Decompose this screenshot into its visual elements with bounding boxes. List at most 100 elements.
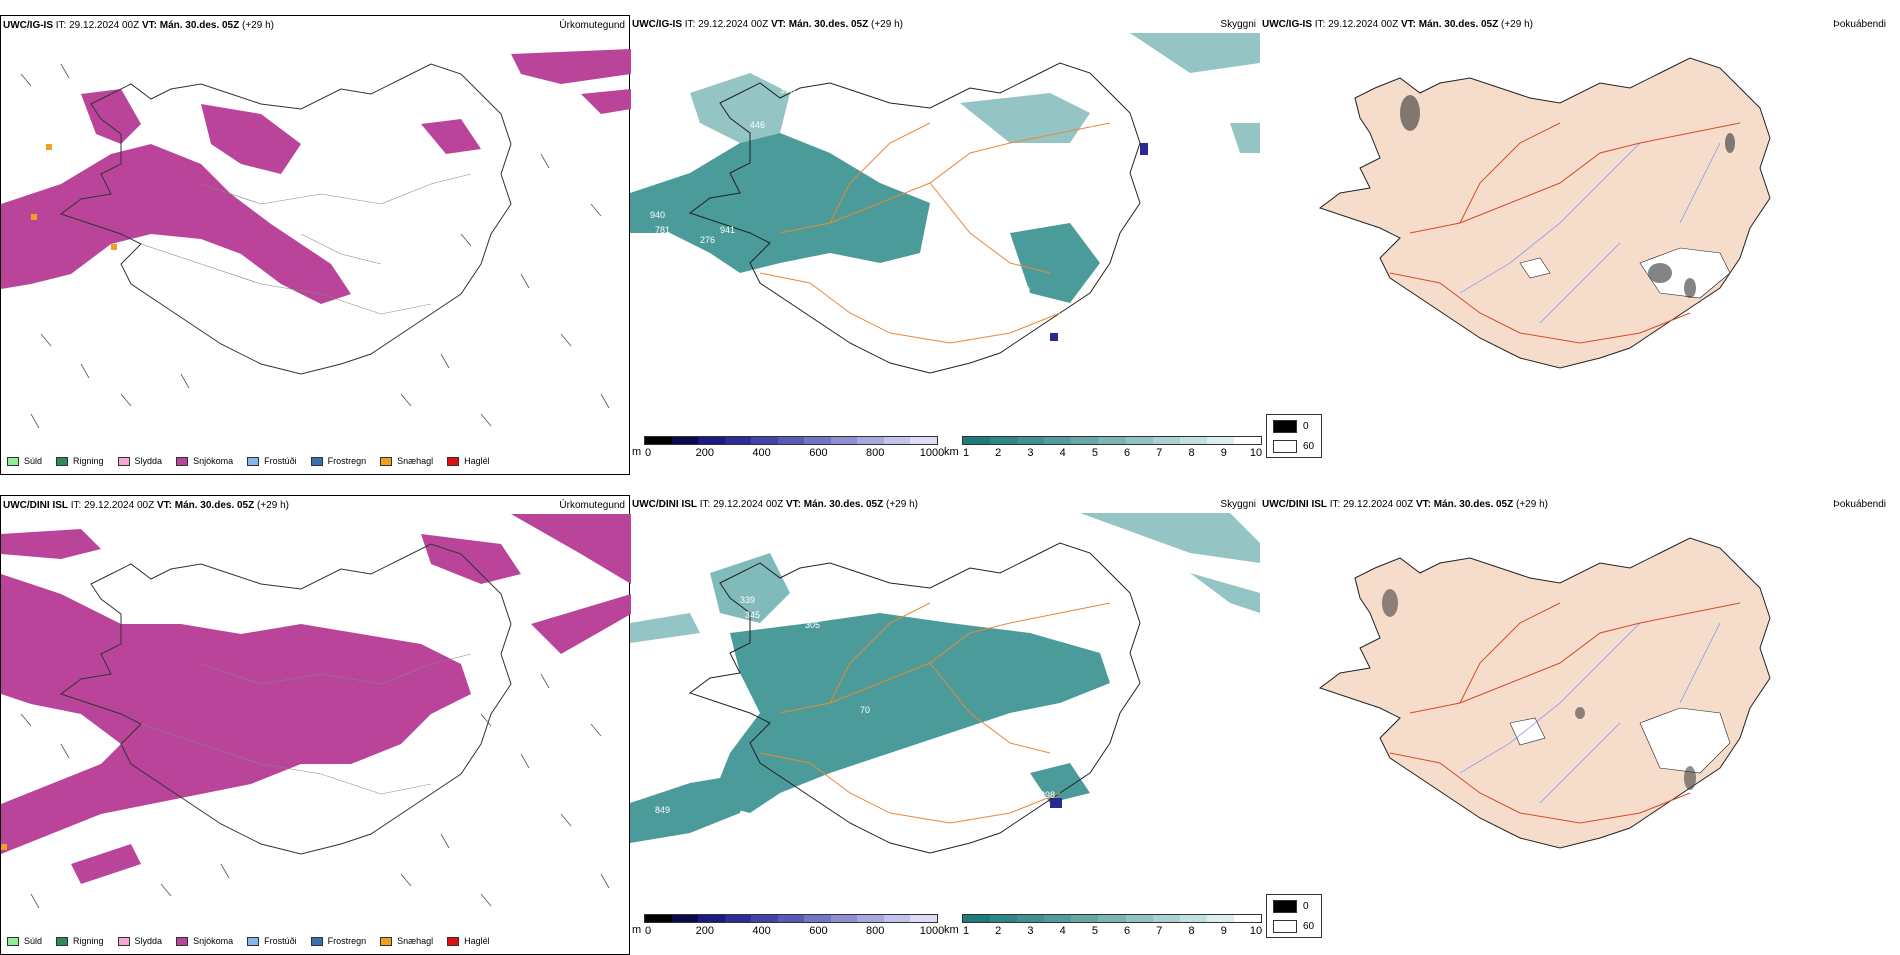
colorbar-cell bbox=[1044, 437, 1072, 444]
visibility-m-colorbar-row2: m 0 200 400 600 800 1000 bbox=[632, 912, 944, 940]
precip-map bbox=[1, 514, 631, 928]
valid-time: Mán. 30.des. 05Z bbox=[788, 19, 869, 30]
land-mask bbox=[1318, 57, 1771, 369]
colorbar-tick-label: 3 bbox=[1027, 447, 1034, 459]
colorbar-cell bbox=[751, 915, 778, 922]
visibility-m-colorbar-row1: m 0 200 400 600 800 1000 bbox=[632, 434, 944, 462]
precip-legend-swatch bbox=[247, 456, 260, 466]
colorbar-unit: km bbox=[944, 446, 959, 458]
colorbar-cell bbox=[1071, 915, 1099, 922]
colorbar-tick-label: 6 bbox=[1124, 925, 1131, 937]
colorbar-unit: m bbox=[632, 924, 642, 936]
precip-legend-label: Slydda bbox=[134, 936, 163, 946]
colorbar-cell bbox=[777, 437, 805, 444]
colorbar-cell bbox=[804, 915, 831, 922]
colorbar-tick-label: 2 bbox=[995, 447, 1002, 459]
run-time: IT: 29.12.2024 00Z bbox=[55, 20, 140, 31]
precip-legend-swatch bbox=[310, 456, 323, 466]
colorbar-cell bbox=[1125, 915, 1153, 922]
visibility-areas bbox=[630, 513, 1260, 843]
visibility-value-labels: 396 446 647 30 940 781 941 276 319 bbox=[650, 85, 1160, 295]
colorbar-cell bbox=[1098, 915, 1126, 922]
colorbar-cell bbox=[698, 437, 725, 444]
lead-time: (+29 h) bbox=[1516, 499, 1548, 510]
colorbar-tick-label: 200 bbox=[695, 447, 714, 459]
lead-time: (+29 h) bbox=[871, 19, 903, 30]
precip-legend-label: Rigning bbox=[73, 936, 104, 946]
fog-map bbox=[1260, 33, 1890, 447]
precip-legend-label: Slydda bbox=[134, 456, 163, 466]
colorbar-tick-label: 7 bbox=[1156, 925, 1163, 937]
colorbar-cell bbox=[1152, 915, 1180, 922]
visibility-map: 396 446 647 30 940 781 941 276 319 bbox=[630, 33, 1260, 447]
run-time: IT: 29.12.2024 00Z bbox=[70, 500, 155, 511]
colorbar-cell bbox=[1125, 437, 1153, 444]
precip-legend-item: Snæhagl bbox=[380, 456, 433, 466]
panel-title: Þokuábendi bbox=[1833, 499, 1886, 510]
fog-legend-swatch bbox=[1273, 900, 1297, 913]
precip-legend-swatch bbox=[117, 456, 130, 466]
visibility-km-colorbar-row2: km 1 2 3 4 5 6 7 8 9 10 bbox=[944, 912, 1262, 940]
colorbar-cell bbox=[751, 437, 778, 444]
rivers bbox=[1459, 622, 1721, 804]
colorbar-cell bbox=[990, 437, 1018, 444]
precip-legend-item: Rigning bbox=[56, 936, 104, 946]
visibility-value-label: 339 bbox=[740, 595, 755, 605]
fog-legend-label: 0 bbox=[1303, 421, 1309, 432]
panel-title: Skyggni bbox=[1220, 499, 1256, 510]
colorbar-cells bbox=[962, 914, 1262, 923]
precip-legend-label: Snjókoma bbox=[193, 456, 234, 466]
colorbar-cell bbox=[883, 437, 911, 444]
fog-legend-swatch bbox=[1273, 420, 1297, 433]
panel-header: UWC/DINI ISL IT: 29.12.2024 00Z VT: Mán.… bbox=[632, 499, 918, 510]
colorbar-tick-label: 600 bbox=[809, 925, 828, 937]
precip-legend: Súld Rigning Slydda Snjókoma Frostúði Frostre… bbox=[7, 456, 504, 466]
colorbar-tick-label: 1 bbox=[962, 447, 970, 459]
colorbar-cell bbox=[645, 915, 672, 922]
colorbar-cell bbox=[1179, 437, 1207, 444]
visibility-value-label: 647 bbox=[1090, 125, 1105, 135]
roads bbox=[759, 122, 1111, 344]
precip-legend-swatch bbox=[7, 456, 19, 466]
colorbar-tick-label: 600 bbox=[809, 447, 828, 459]
precip-legend-item: Súld bbox=[7, 936, 42, 946]
lead-time: (+29 h) bbox=[1501, 19, 1533, 30]
colorbar-tick-label: 4 bbox=[1059, 925, 1066, 937]
colorbar-tick-label: 0 bbox=[644, 925, 652, 937]
precip-legend-item: Haglél bbox=[447, 456, 490, 466]
model-name: UWC/DINI ISL bbox=[1262, 499, 1327, 510]
visibility-value-label: 781 bbox=[655, 225, 670, 235]
coastline bbox=[59, 63, 512, 375]
colorbar-cell bbox=[724, 915, 752, 922]
land-mask bbox=[1318, 537, 1771, 849]
fog-legend-label: 60 bbox=[1303, 441, 1315, 452]
model-name: UWC/DINI ISL bbox=[3, 500, 68, 511]
model-name: UWC/IG-IS bbox=[1262, 19, 1312, 30]
colorbar-cell bbox=[645, 437, 672, 444]
run-time: IT: 29.12.2024 00Z bbox=[699, 499, 784, 510]
lead-time: (+29 h) bbox=[886, 499, 918, 510]
colorbar-tick-label: 400 bbox=[752, 447, 771, 459]
visibility-value-label: 446 bbox=[750, 120, 765, 130]
colorbar-tick-label: 7 bbox=[1156, 447, 1163, 459]
colorbar-tick-label: 3 bbox=[1027, 925, 1034, 937]
valid-time: Mán. 30.des. 05Z bbox=[159, 20, 240, 31]
fog-shading bbox=[1400, 95, 1735, 298]
roads bbox=[759, 602, 1111, 824]
colorbar-tick-label: 6 bbox=[1124, 447, 1131, 459]
colorbar-cell bbox=[804, 437, 831, 444]
colorbar-cells bbox=[644, 436, 938, 445]
roads bbox=[140, 653, 472, 795]
precip-legend-item: Haglél bbox=[447, 936, 490, 946]
colorbar-unit: km bbox=[944, 924, 959, 936]
valid-label: VT: bbox=[770, 19, 786, 30]
low-visibility-spots bbox=[1050, 798, 1062, 808]
snow-areas bbox=[1, 514, 631, 884]
coastline bbox=[59, 543, 512, 855]
colorbar-cell bbox=[671, 915, 699, 922]
run-time: IT: 29.12.2024 00Z bbox=[1329, 499, 1414, 510]
valid-label: VT: bbox=[1400, 19, 1416, 30]
valid-label: VT: bbox=[141, 20, 157, 31]
panel-header: UWC/DINI ISL IT: 29.12.2024 00Z VT: Mán.… bbox=[3, 500, 289, 511]
valid-time: Mán. 30.des. 05Z bbox=[174, 500, 255, 511]
